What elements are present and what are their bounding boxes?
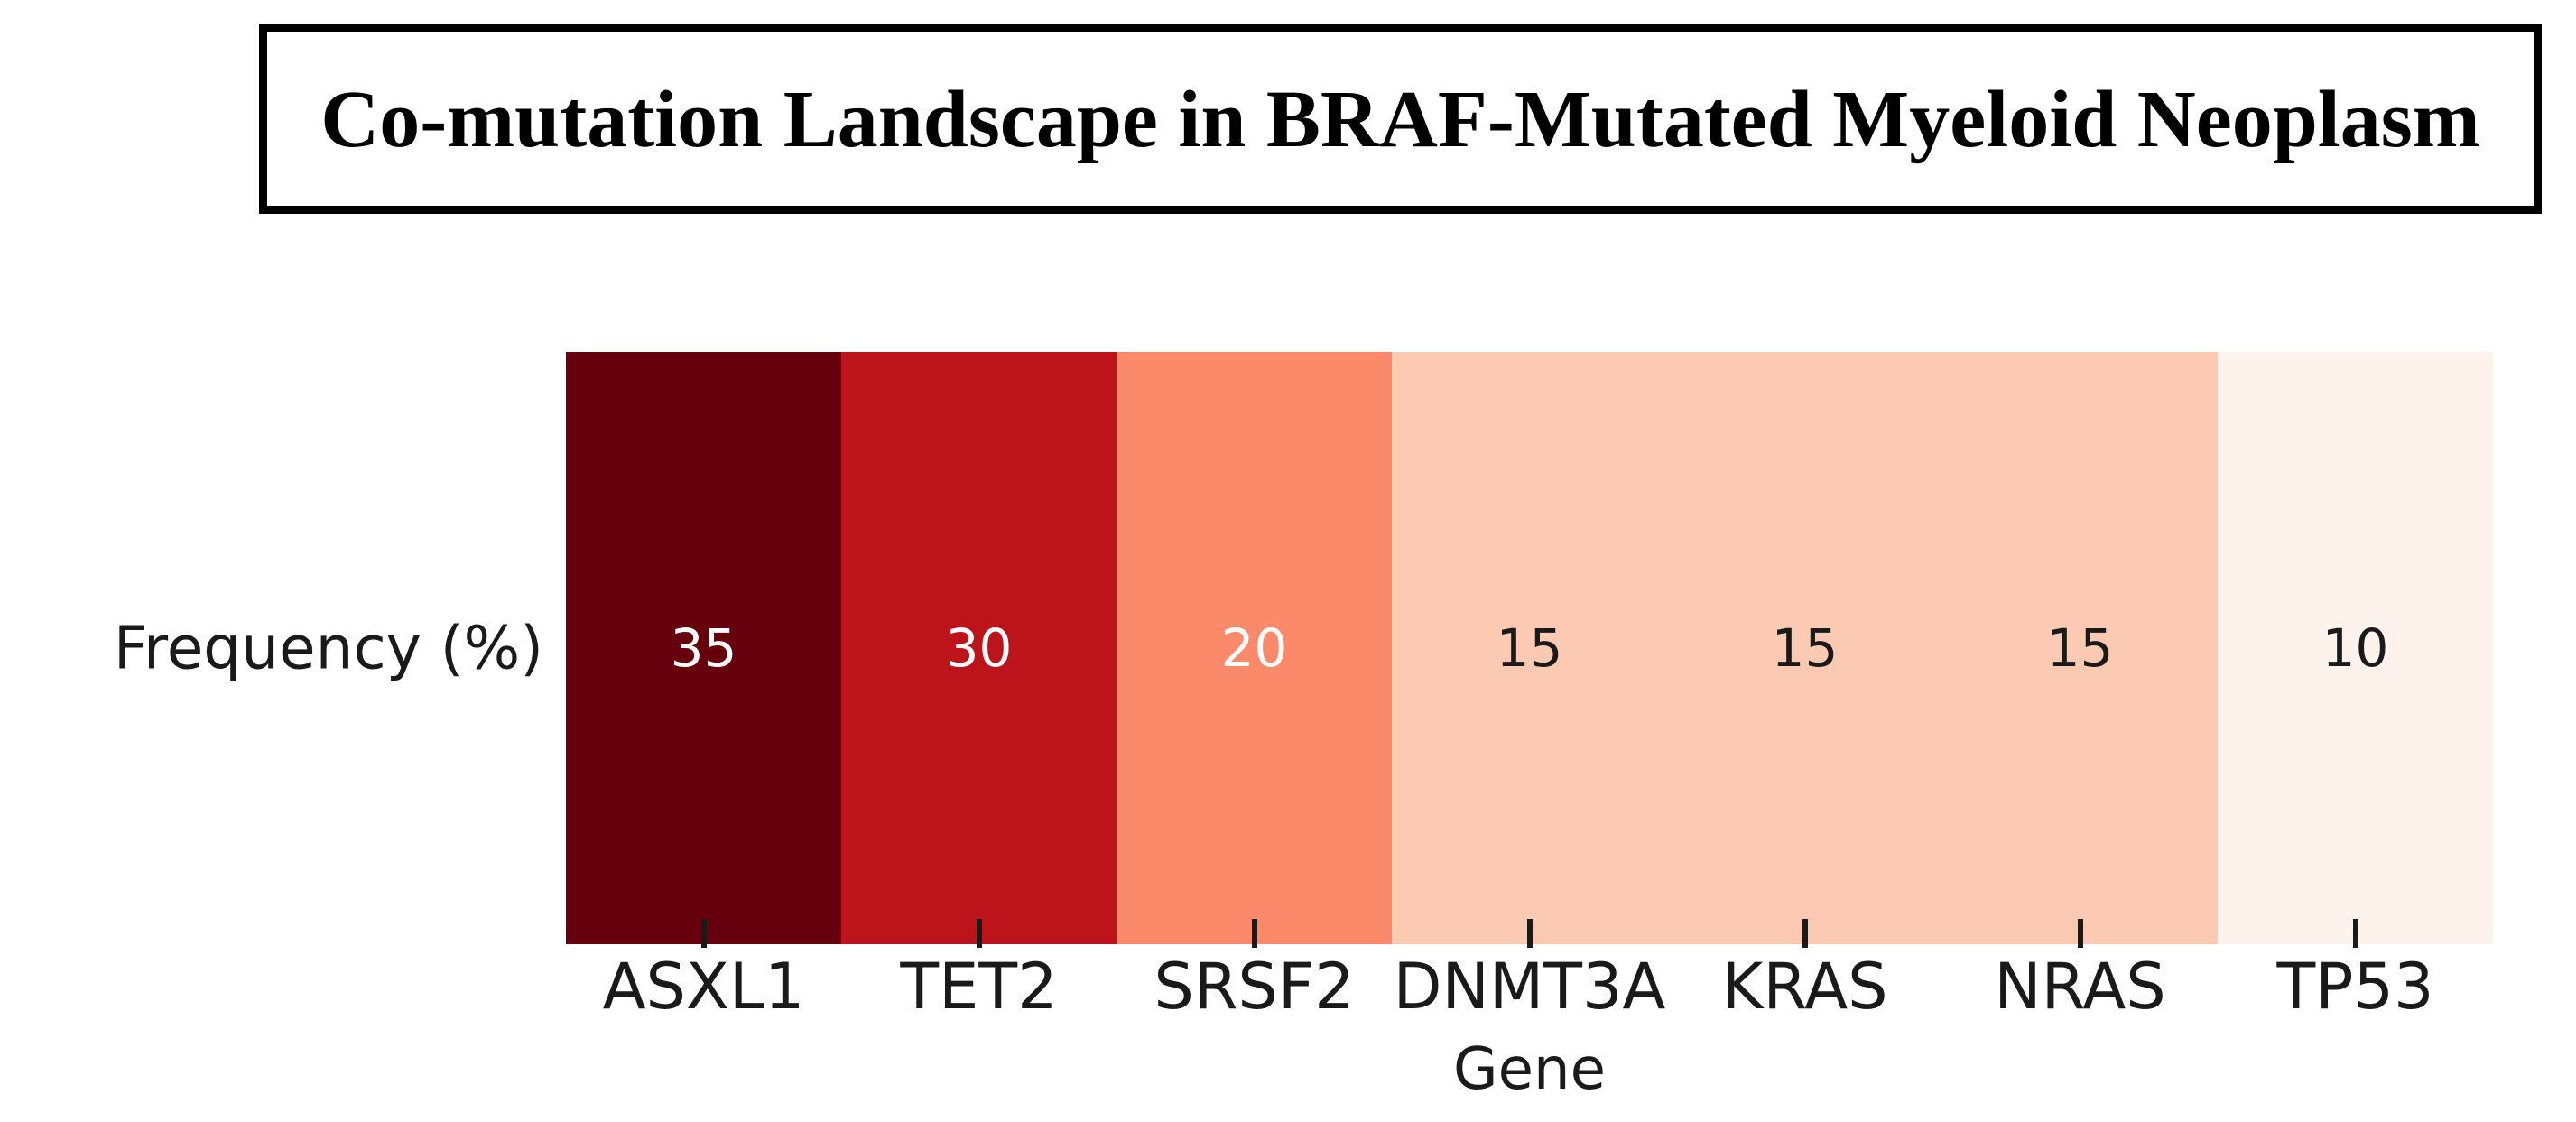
x-tick-label-DNMT3A: DNMT3A [1393, 950, 1666, 1024]
heatmap-cell-NRAS: 15 [1942, 352, 2218, 944]
cell-value-TP53: 10 [2321, 617, 2389, 679]
heatmap-cell-SRSF2: 20 [1117, 352, 1392, 944]
cell-value-NRAS: 15 [2046, 617, 2114, 679]
heatmap-cell-ASXL1: 35 [566, 352, 841, 944]
heatmap-cell-TP53: 10 [2218, 352, 2493, 944]
x-axis-tick-TET2 [976, 919, 982, 948]
x-axis-tick-DNMT3A [1526, 919, 1533, 948]
x-axis-tick-labels: ASXL1 TET2 SRSF2 DNMT3A KRAS NRAS TP53 [566, 955, 2493, 1018]
chart-title: Co-mutation Landscape in BRAF-Mutated My… [320, 74, 2480, 164]
x-tick-label-NRAS: NRAS [1994, 950, 2166, 1024]
x-axis-tick-SRSF2 [1251, 919, 1257, 948]
x-axis-tick-TP53 [2352, 919, 2358, 948]
x-tick-label-KRAS: KRAS [1721, 950, 1888, 1024]
x-tick-label-TP53: TP53 [2276, 950, 2434, 1024]
cell-value-ASXL1: 35 [670, 617, 737, 679]
title-box: Co-mutation Landscape in BRAF-Mutated My… [259, 24, 2542, 214]
x-axis-tick-KRAS [1802, 919, 1808, 948]
cell-value-SRSF2: 20 [1220, 617, 1288, 679]
x-tick-label-TET2: TET2 [900, 950, 1058, 1024]
x-axis-tick-ASXL1 [700, 919, 707, 948]
heatmap-cell-KRAS: 15 [1667, 352, 1942, 944]
heatmap-cell-DNMT3A: 15 [1392, 352, 1667, 944]
x-tick-label-ASXL1: ASXL1 [602, 950, 805, 1024]
x-axis-tick-NRAS [2077, 919, 2083, 948]
heatmap-cell-TET2: 30 [841, 352, 1117, 944]
x-tick-label-SRSF2: SRSF2 [1154, 950, 1355, 1024]
heatmap-row: 35 30 20 15 15 15 10 [566, 352, 2493, 944]
cell-value-KRAS: 15 [1771, 617, 1839, 679]
x-axis-title: Gene [1453, 1036, 1606, 1103]
cell-value-DNMT3A: 15 [1496, 617, 1563, 679]
cell-value-TET2: 30 [945, 617, 1013, 679]
y-axis-row-label: Frequency (%) [113, 613, 543, 683]
